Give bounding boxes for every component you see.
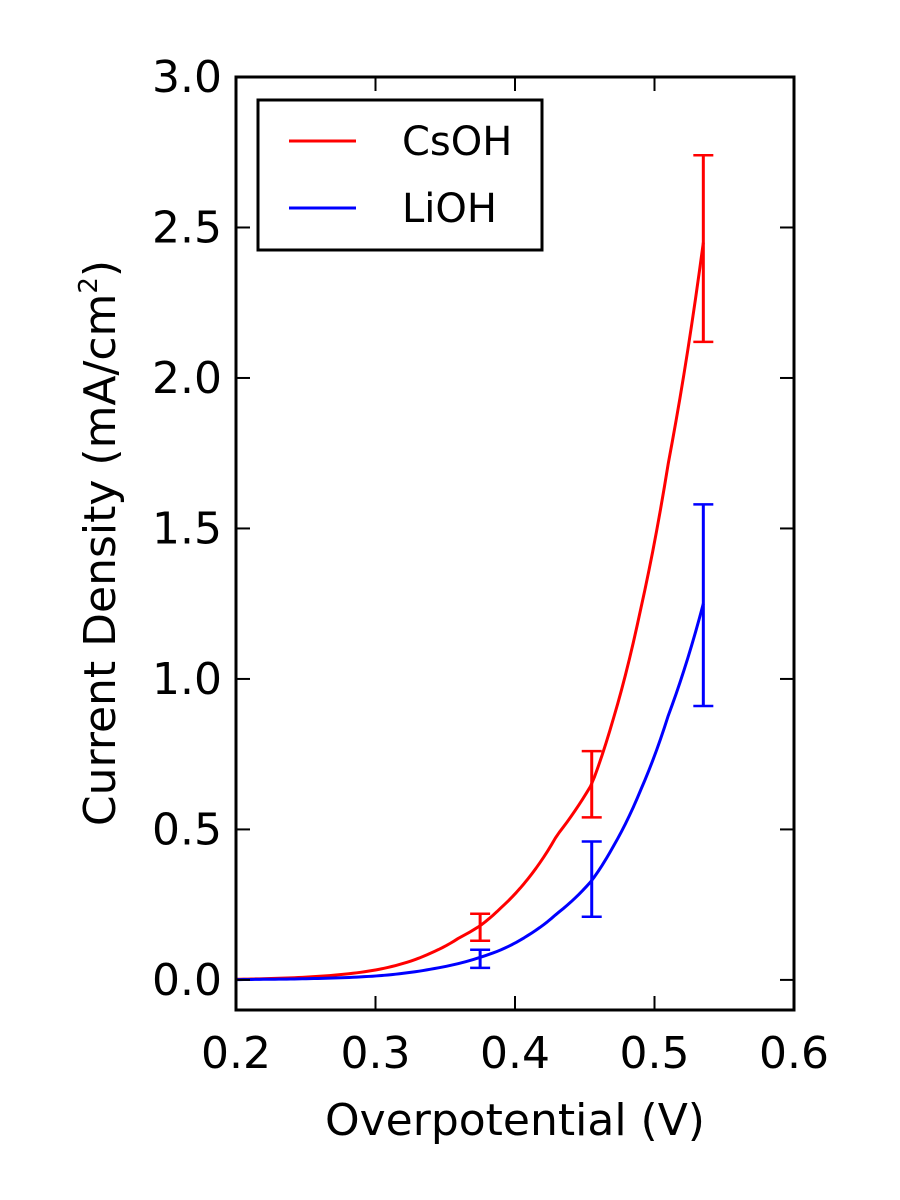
x-axis-label: Overpotential (V) — [325, 1095, 705, 1146]
legend-label-csoh: CsOH — [402, 119, 512, 165]
x-tick-label: 0.2 — [201, 1028, 271, 1079]
y-axis-label-main: Current Density (mA/cm — [75, 294, 126, 827]
y-tick-label: 0.5 — [152, 804, 222, 855]
series-layer — [235, 154, 714, 982]
y-tick-label: 2.0 — [152, 353, 222, 404]
x-tick-label: 0.6 — [759, 1028, 829, 1079]
y-tick-label: 1.0 — [152, 654, 222, 705]
x-tick-label: 0.4 — [480, 1028, 550, 1079]
y-axis-label-close: ) — [75, 260, 126, 277]
y-axis-label: Current Density (mA/cm2) — [74, 260, 126, 826]
x-tick-label: 0.5 — [620, 1028, 690, 1079]
tick-labels-layer: 0.2 0.3 0.4 0.5 0.6 0.0 0.5 1.0 1.5 2.0 2.5 3.0 — [152, 52, 829, 1079]
plot-frame — [234, 75, 796, 1012]
y-tick-label: 3.0 — [152, 52, 222, 103]
legend: CsOH LiOH — [256, 98, 544, 252]
series-line-csoh — [235, 242, 705, 981]
x-tick-label: 0.3 — [341, 1028, 411, 1079]
legend-label-lioh: LiOH — [402, 186, 497, 232]
legend-box — [256, 98, 544, 252]
series-line-lioh — [235, 603, 705, 982]
y-tick-label: 1.5 — [152, 503, 222, 554]
y-tick-label: 0.0 — [152, 955, 222, 1006]
y-axis-label-superscript: 2 — [74, 277, 104, 294]
y-tick-label: 2.5 — [152, 202, 222, 253]
